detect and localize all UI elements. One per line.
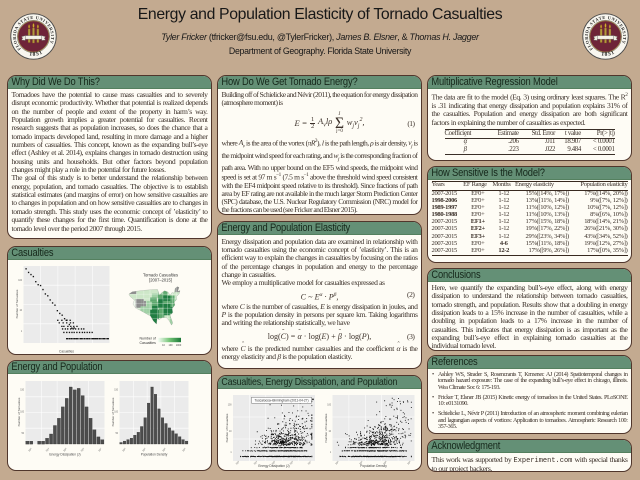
- svg-text:107: 107: [307, 459, 313, 465]
- svg-text:105: 105: [271, 459, 277, 465]
- svg-text:100: 100: [18, 280, 23, 282]
- svg-text:1: 1: [230, 452, 232, 454]
- svg-text:Population Density: Population Density: [360, 464, 387, 468]
- svg-text:105: 105: [62, 446, 68, 452]
- svg-text:100: 100: [114, 411, 119, 413]
- svg-text:Energy Dissipation (J): Energy Dissipation (J): [49, 452, 80, 456]
- svg-text:Number of Casualties: Number of Casualties: [225, 413, 229, 442]
- svg-text:104: 104: [358, 459, 364, 465]
- svg-text:10: 10: [20, 310, 23, 312]
- svg-text:1000: 1000: [176, 343, 182, 346]
- svg-text:150: 150: [20, 389, 25, 391]
- svg-text:106: 106: [80, 446, 86, 452]
- svg-text:10: 10: [329, 430, 332, 432]
- svg-text:106: 106: [406, 459, 412, 465]
- svg-text:Number of Tornadoes: Number of Tornadoes: [17, 397, 21, 426]
- svg-text:1851: 1851: [601, 50, 616, 58]
- svg-text:10: 10: [229, 430, 232, 432]
- svg-text:1: 1: [21, 331, 23, 333]
- svg-text:100: 100: [228, 404, 233, 406]
- svg-text:103: 103: [334, 459, 340, 465]
- svg-text:50: 50: [116, 432, 119, 434]
- svg-text:103: 103: [235, 459, 241, 465]
- svg-text:104: 104: [141, 446, 147, 452]
- svg-text:106: 106: [289, 459, 295, 465]
- svg-text:1: 1: [330, 452, 332, 454]
- svg-text:104: 104: [253, 459, 259, 465]
- svg-text:105: 105: [161, 446, 167, 452]
- svg-text:103: 103: [121, 446, 127, 452]
- svg-text:50: 50: [22, 432, 25, 434]
- svg-text:Population Density: Population Density: [141, 452, 168, 456]
- svg-text:10: 10: [162, 343, 165, 346]
- svg-text:107: 107: [97, 446, 103, 452]
- svg-text:1851: 1851: [29, 50, 44, 58]
- svg-text:100: 100: [327, 404, 332, 406]
- svg-text:[2007–2015]: [2007–2015]: [149, 277, 172, 282]
- svg-text:Number of Tornadoes: Number of Tornadoes: [111, 397, 115, 426]
- svg-text:Tuscaloosa–Birmingham (2011-04: Tuscaloosa–Birmingham (2011-04-27): [254, 398, 308, 402]
- svg-text:Casualties: Casualties: [59, 349, 74, 353]
- svg-text:104: 104: [45, 446, 51, 452]
- svg-text:150: 150: [114, 389, 119, 391]
- svg-text:100: 100: [169, 343, 174, 346]
- svg-text:100: 100: [20, 411, 25, 413]
- svg-text:105: 105: [382, 459, 388, 465]
- svg-text:106: 106: [181, 446, 187, 452]
- svg-text:Number of Casualties: Number of Casualties: [324, 413, 328, 442]
- svg-text:Energy Dissipation (J): Energy Dissipation (J): [258, 464, 289, 468]
- svg-text:Number of: Number of: [140, 336, 156, 340]
- svg-text:Casualties: Casualties: [140, 340, 157, 344]
- svg-text:Tornado Casualties: Tornado Casualties: [143, 272, 178, 277]
- svg-text:Number of Tornadoes: Number of Tornadoes: [15, 289, 19, 318]
- svg-text:103: 103: [27, 446, 33, 452]
